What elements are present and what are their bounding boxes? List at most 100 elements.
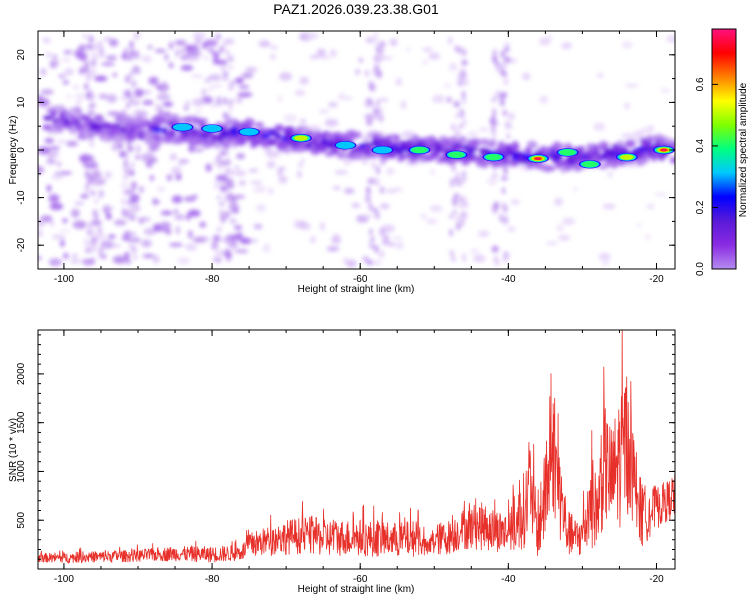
heatmap-noise-cell	[318, 55, 332, 60]
heatmap-noise-cell	[646, 203, 655, 210]
heatmap-noise-cell	[139, 55, 153, 61]
heatmap-noise-cell	[149, 174, 155, 182]
colorbar-tick-label: 0.2	[695, 200, 706, 214]
heatmap-noise-cell	[283, 114, 298, 123]
heatmap-peak	[202, 124, 222, 133]
colorbar-label: Normalized spectral amplitude	[738, 82, 749, 217]
heatmap-ridge-cell	[612, 164, 618, 169]
heatmap-noise-cell	[152, 200, 161, 204]
heatmap-noise-cell	[52, 54, 58, 59]
heatmap-streak-cell	[229, 196, 237, 204]
heatmap-noise-cell	[596, 72, 604, 78]
heatmap-noise-cell	[395, 241, 404, 250]
heatmap-streak-cell	[370, 236, 375, 242]
heatmap-noise-cell	[191, 74, 203, 79]
heatmap-streak-cell	[89, 89, 93, 94]
heatmap-streak-cell	[503, 46, 510, 53]
heatmap-noise-cell	[180, 47, 185, 56]
heatmap-streak-cell	[216, 155, 222, 160]
heatmap-ridge-cell	[161, 126, 168, 135]
heatmap-noise-cell	[139, 219, 144, 225]
heatmap-noise-cell	[174, 48, 180, 58]
heatmap-noise-cell	[157, 109, 166, 118]
heatmap-noise-cell	[103, 37, 112, 41]
heatmap-noise-cell	[561, 217, 576, 226]
heatmap-noise-cell	[546, 34, 553, 43]
heatmap-noise-cell	[87, 221, 92, 229]
heatmap-streak-cell	[504, 56, 511, 63]
heatmap-noise-cell	[330, 48, 337, 58]
heatmap-streak-cell	[365, 193, 371, 204]
heatmap-noise-cell	[131, 205, 141, 212]
heatmap-noise-cell	[104, 171, 113, 179]
heatmap-streak-cell	[453, 100, 460, 108]
heatmap-noise-cell	[334, 170, 349, 175]
heatmap-noise-cell	[428, 52, 441, 60]
heatmap-streak-cell	[501, 175, 508, 181]
heatmap-streak-cell	[126, 145, 134, 152]
heatmap-streak-cell	[230, 242, 236, 248]
heatmap-streak-cell	[125, 209, 130, 217]
heatmap-noise-cell	[44, 51, 54, 58]
heatmap-noise-cell	[60, 239, 65, 248]
heatmap-noise-cell	[48, 258, 62, 267]
heatmap-ridge-cell	[230, 127, 240, 137]
heatmap-noise-cell	[186, 243, 198, 252]
heatmap-streak-cell	[455, 216, 460, 223]
heatmap-streak-cell	[375, 177, 380, 187]
heatmap-streak-cell	[499, 101, 505, 106]
heatmap-noise-cell	[429, 204, 443, 213]
heatmap-streak-cell	[503, 79, 509, 85]
heatmap-noise-cell	[239, 180, 246, 186]
heatmap-noise-cell	[57, 161, 62, 168]
heatmap-streak-cell	[135, 237, 141, 243]
heatmap-streak-cell	[98, 48, 105, 59]
heatmap-noise-cell	[391, 236, 403, 240]
heatmap-noise-cell	[278, 175, 288, 184]
heatmap-noise-cell	[171, 166, 181, 176]
heatmap-streak-cell	[504, 253, 511, 258]
heatmap-streak-cell	[456, 222, 461, 231]
heatmap-noise-cell	[358, 57, 364, 63]
heatmap-ridge-cell	[172, 113, 179, 122]
heatmap-streak-cell	[457, 81, 464, 86]
heatmap-noise-cell	[235, 232, 243, 240]
heatmap-noise-cell	[101, 62, 115, 66]
heatmap-noise-cell	[294, 89, 306, 97]
heatmap-streak-cell	[124, 252, 129, 257]
heatmap-ridge-cell	[530, 142, 538, 148]
heatmap-noise-cell	[269, 53, 277, 60]
heatmap-streak-cell	[124, 47, 128, 53]
heatmap-noise-cell	[169, 153, 177, 161]
heatmap-noise-cell	[75, 92, 86, 101]
heatmap-noise-cell	[473, 254, 486, 263]
heatmap-streak-cell	[373, 54, 379, 63]
heatmap-noise-cell	[192, 31, 206, 40]
heatmap-streak-cell	[93, 218, 97, 225]
heatmap-ridge-cell	[503, 155, 510, 162]
snr-series-line	[38, 330, 675, 565]
y-tick-label: 500	[16, 511, 27, 528]
heatmap-noise-cell	[174, 214, 186, 221]
heatmap-noise-cell	[250, 180, 263, 185]
heatmap-streak-cell	[133, 254, 138, 261]
heatmap-streak-cell	[229, 103, 233, 113]
heatmap-streak-cell	[460, 211, 468, 217]
heatmap-ridge-cell	[319, 144, 328, 151]
heatmap-noise-cell	[164, 111, 172, 118]
heatmap-noise-cell	[168, 41, 174, 50]
heatmap-noise-cell	[253, 185, 267, 194]
heatmap-streak-cell	[130, 181, 137, 190]
heatmap-streak-cell	[219, 201, 224, 207]
heatmap-noise-cell	[80, 194, 89, 199]
heatmap-ridge-cell	[268, 139, 277, 145]
heatmap-noise-cell	[621, 133, 635, 139]
heatmap-noise-cell	[50, 175, 65, 180]
heatmap-streak-cell	[461, 97, 467, 105]
heatmap-noise-cell	[49, 220, 55, 227]
heatmap-noise-cell	[82, 33, 88, 39]
heatmap-noise-cell	[361, 135, 370, 142]
heatmap-streak-cell	[369, 101, 374, 106]
heatmap-noise-cell	[342, 257, 348, 264]
heatmap-noise-cell	[187, 209, 201, 217]
